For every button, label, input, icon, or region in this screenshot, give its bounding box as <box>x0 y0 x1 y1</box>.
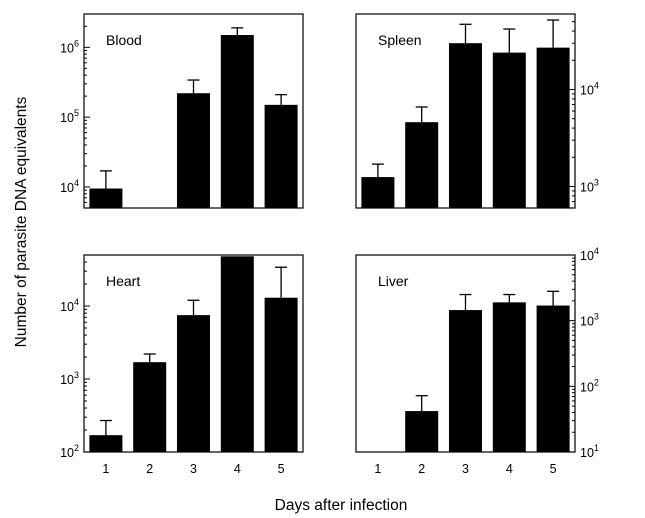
x-tick-label: 1 <box>374 462 381 476</box>
x-tick-label: 2 <box>146 462 153 476</box>
bar <box>361 177 395 208</box>
y-tick-label: 104 <box>580 80 599 97</box>
panel-heart: Heart 102 103 104 1 2 3 4 5 <box>60 254 304 476</box>
panel-title: Liver <box>378 273 409 289</box>
chart-panels: Blood 104 105 106 Spleen 103 104 Heart 102 103 104… <box>60 13 599 476</box>
x-tick-label: 2 <box>418 462 425 476</box>
bar <box>89 435 123 452</box>
bar <box>264 297 298 452</box>
x-tick-label: 4 <box>506 462 513 476</box>
x-tick-label: 1 <box>102 462 109 476</box>
y-tick-label: 103 <box>580 312 599 329</box>
bar <box>536 305 570 452</box>
y-tick-label: 102 <box>60 443 79 460</box>
bar <box>177 93 210 208</box>
y-tick-label: 105 <box>60 108 79 125</box>
panel-title: Blood <box>106 32 142 48</box>
bar <box>264 104 298 208</box>
panel-title: Heart <box>106 273 140 289</box>
y-axis-title: Number of parasite DNA equivalents <box>13 96 30 347</box>
panel-liver: Liver 101 102 103 104 1 2 3 4 5 <box>355 246 599 476</box>
y-tick-label: 103 <box>60 370 79 387</box>
panel-spleen: Spleen 103 104 <box>355 13 599 209</box>
x-axis-title: Days after infection <box>275 497 408 514</box>
panel-blood: Blood 104 105 106 <box>60 13 304 209</box>
bar <box>177 315 210 452</box>
y-tick-label: 104 <box>60 297 79 314</box>
bar <box>89 188 123 208</box>
x-tick-label: 5 <box>278 462 285 476</box>
y-tick-label: 106 <box>60 38 79 55</box>
x-tick-label: 3 <box>462 462 469 476</box>
panel-title: Spleen <box>378 32 422 48</box>
bar <box>492 52 526 208</box>
bar <box>449 43 482 209</box>
x-tick-label: 4 <box>234 462 241 476</box>
bar <box>220 35 254 209</box>
bar <box>536 47 570 209</box>
bar <box>220 256 254 452</box>
bar <box>405 411 439 452</box>
y-tick-label: 104 <box>60 178 79 195</box>
y-tick-label: 103 <box>580 177 599 194</box>
bar <box>133 362 167 452</box>
bar <box>492 302 526 452</box>
y-tick-label: 102 <box>580 377 599 394</box>
y-tick-label: 104 <box>580 246 599 263</box>
bar <box>405 122 439 208</box>
bar <box>449 310 482 452</box>
x-tick-label: 5 <box>550 462 557 476</box>
y-tick-label: 101 <box>580 443 599 460</box>
x-tick-label: 3 <box>190 462 197 476</box>
